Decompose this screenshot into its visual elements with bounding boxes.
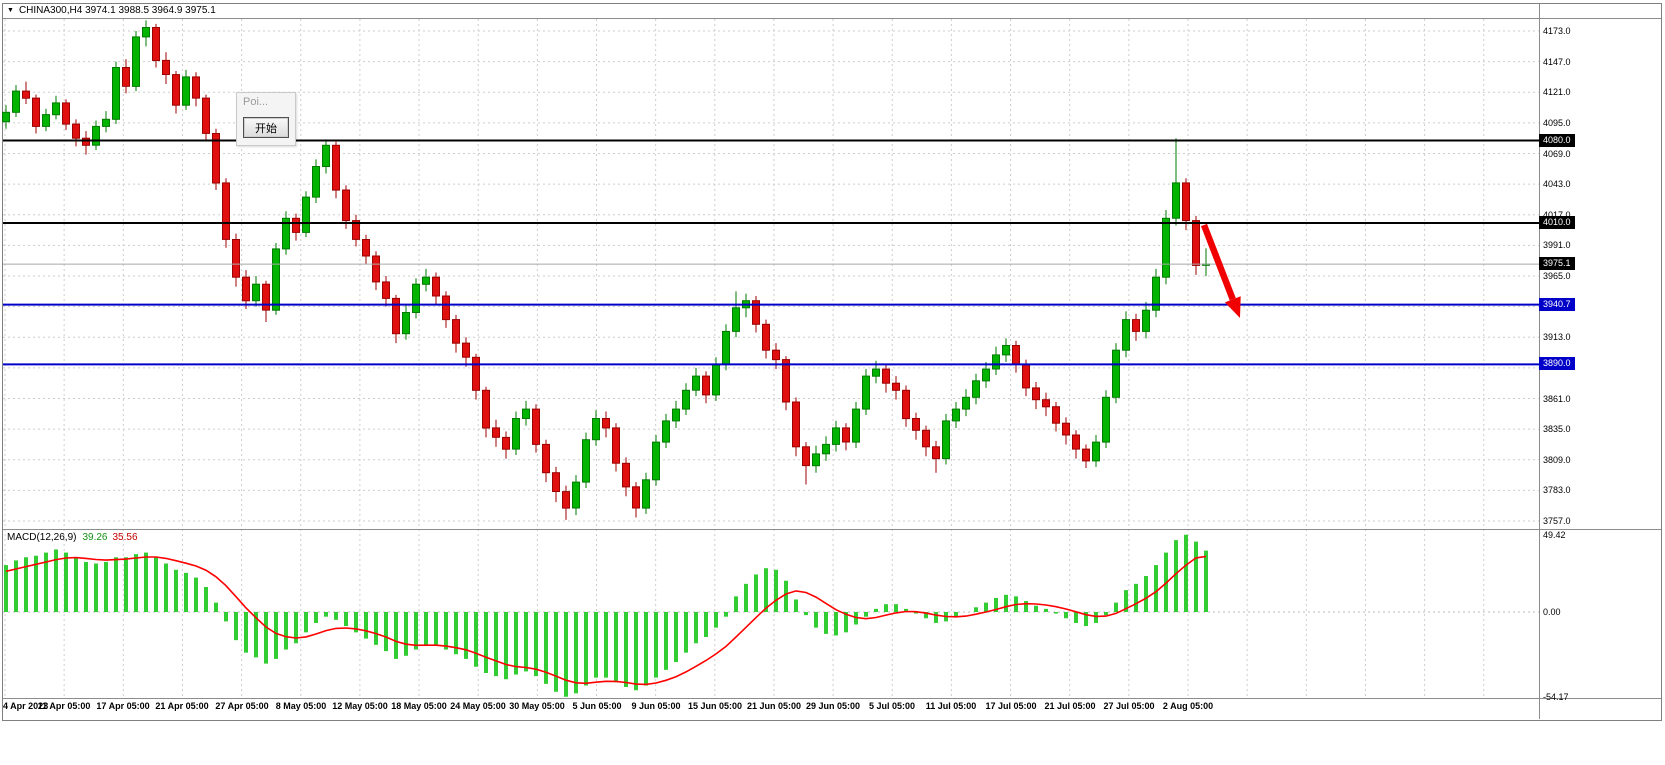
price-line-label: 4080.0: [1539, 134, 1575, 147]
price-tick-label: 4147.0: [1543, 57, 1571, 67]
red-down-arrow[interactable]: [1200, 223, 1241, 318]
grid-layer: [3, 19, 1539, 697]
macd-indicator-label: MACD(12,26,9) 39.26 35.56: [7, 532, 138, 543]
time-tick-label: 5 Jun 05:00: [572, 701, 622, 711]
price-tick-label: 3913.0: [1543, 332, 1571, 342]
time-axis[interactable]: 4 Apr 2023 11 Apr 05:00 17 Apr 05:00 21 Apr…: [0, 701, 1545, 717]
start-button[interactable]: 开始: [243, 117, 289, 138]
time-tick-label: 2 Aug 05:00: [1162, 701, 1214, 711]
time-tick-label: 24 May 05:00: [450, 701, 506, 711]
price-tick-label: 4173.0: [1543, 26, 1571, 36]
price-tick-label: 4095.0: [1543, 118, 1571, 128]
time-tick-label: 11 Apr 05:00: [37, 701, 91, 711]
time-tick-label: 4 Apr 2023: [3, 701, 49, 711]
macd-main-value: 39.26: [82, 532, 108, 543]
macd-histogram: [4, 534, 1208, 697]
time-tick-label: 29 Jun 05:00: [805, 701, 861, 711]
time-tick-label: 17 Jul 05:00: [985, 701, 1037, 711]
time-tick-label: 30 May 05:00: [509, 701, 565, 711]
macd-tick-label: 49.42: [1543, 530, 1566, 540]
macd-signal-line: [5, 555, 1207, 686]
price-line-label: 3940.7: [1539, 298, 1575, 311]
time-tick-label: 15 Jun 05:00: [687, 701, 743, 711]
price-tick-label: 4121.0: [1543, 87, 1571, 97]
macd-tick-label: -54.17: [1543, 692, 1569, 702]
macd-signal-value: 35.56: [112, 532, 138, 543]
price-tick-label: 4069.0: [1543, 149, 1571, 159]
price-line-label: 4010.0: [1539, 216, 1575, 229]
macd-axis[interactable]: 49.42 0.00 -54.17: [1542, 0, 1662, 765]
price-tick-label: 3861.0: [1543, 394, 1571, 404]
time-tick-label: 5 Jul 05:00: [868, 701, 916, 711]
time-tick-label: 11 Jul 05:00: [925, 701, 977, 711]
time-tick-label: 12 May 05:00: [332, 701, 388, 711]
time-tick-label: 27 Apr 05:00: [215, 701, 269, 711]
price-tick-label: 3809.0: [1543, 455, 1571, 465]
price-axis[interactable]: 4173.0 4147.0 4121.0 4095.0 4069.0 4043.0 4017…: [1539, 0, 1662, 765]
price-tick-label: 3757.0: [1543, 516, 1571, 526]
price-tick-label: 3835.0: [1543, 424, 1571, 434]
price-tick-label: 3965.0: [1543, 271, 1571, 281]
time-tick-label: 8 May 05:00: [275, 701, 327, 711]
time-tick-label: 21 Jun 05:00: [746, 701, 802, 711]
floating-dialog: Poi... 开始: [236, 92, 296, 146]
price-line-label: 3890.0: [1539, 357, 1575, 370]
price-tick-label: 3783.0: [1543, 485, 1571, 495]
chart-title: ▼ CHINA300,H4 3974.1 3988.5 3964.9 3975.1: [7, 5, 216, 16]
time-tick-label: 9 Jun 05:00: [631, 701, 681, 711]
macd-tick-label: 0.00: [1543, 607, 1561, 617]
time-tick-label: 18 May 05:00: [391, 701, 447, 711]
pane-separators: [3, 4, 1661, 719]
symbol-dropdown-icon[interactable]: ▼: [7, 7, 14, 14]
time-tick-label: 17 Apr 05:00: [96, 701, 150, 711]
time-tick-label: 27 Jul 05:00: [1103, 701, 1155, 711]
price-tick-label: 4043.0: [1543, 179, 1571, 189]
price-tick-label: 4017.0: [1543, 210, 1571, 220]
symbol-ohlc-title: CHINA300,H4 3974.1 3988.5 3964.9 3975.1: [18, 5, 216, 16]
macd-name: MACD(12,26,9): [7, 532, 77, 543]
time-tick-label: 21 Apr 05:00: [155, 701, 209, 711]
dialog-truncated-text: Poi...: [243, 96, 269, 108]
price-line-label: 3975.1: [1539, 257, 1575, 270]
candles-layer: [2, 20, 1210, 520]
time-tick-label: 21 Jul 05:00: [1044, 701, 1096, 711]
price-tick-label: 3991.0: [1543, 240, 1571, 250]
